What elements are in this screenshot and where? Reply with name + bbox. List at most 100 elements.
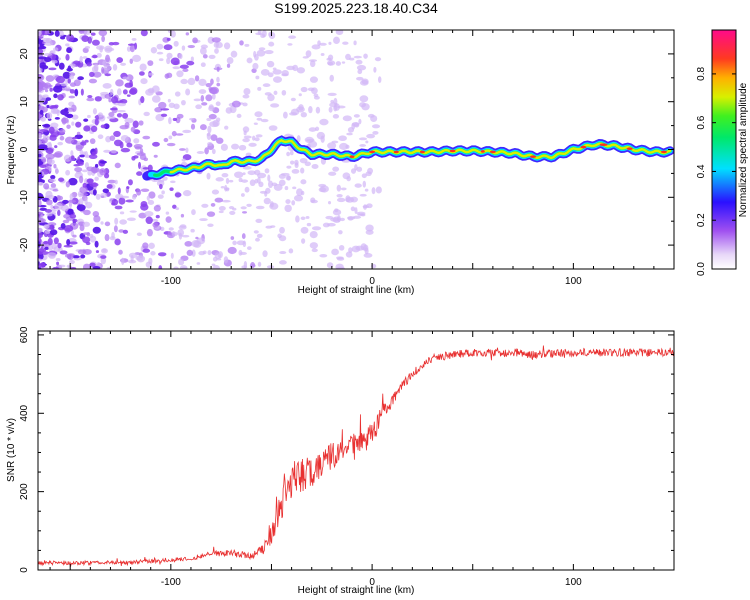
noise-blob (92, 226, 101, 234)
colorbar-ticks: 0.0 0.2 0.4 0.6 0.8 (696, 67, 736, 276)
colorbar-label: Normalized spectral amplitude (738, 82, 749, 217)
noise-blob (43, 53, 53, 56)
colorbar-tick-label: 0.4 (696, 164, 707, 178)
noise-blob (119, 98, 128, 104)
noise-blob (218, 206, 226, 211)
noise-blob (45, 97, 52, 101)
noise-blob (289, 112, 298, 116)
noise-blob (55, 258, 61, 262)
noise-blob (151, 85, 160, 93)
noise-blob (196, 237, 206, 245)
noise-blob (46, 199, 53, 206)
noise-blob (362, 180, 367, 188)
noise-blob (163, 44, 173, 51)
noise-blob (120, 147, 131, 153)
noise-blob (81, 35, 90, 42)
noise-blob (332, 166, 340, 172)
noise-blob (58, 62, 65, 70)
noise-blob (82, 263, 91, 269)
spectrogram-y-tick-label: -20 (19, 237, 30, 252)
noise-blob (48, 126, 55, 134)
noise-blob (247, 246, 252, 251)
noise-blob (308, 127, 317, 132)
noise-blob (254, 137, 260, 142)
noise-blob (95, 250, 100, 254)
noise-blob (255, 218, 263, 223)
noise-blob (351, 245, 361, 253)
noise-blob (66, 34, 75, 42)
noise-blob (168, 117, 172, 125)
noise-blob (66, 113, 74, 119)
noise-blob (296, 135, 301, 143)
ridge-peak (480, 150, 485, 153)
noise-blob (104, 221, 111, 227)
noise-blob (207, 141, 213, 147)
noise-blob (291, 168, 300, 174)
noise-blob (153, 205, 161, 212)
noise-blob (253, 230, 259, 234)
noise-blob (179, 148, 186, 151)
noise-blob (114, 205, 123, 210)
noise-blob (138, 71, 145, 76)
noise-blob (45, 75, 55, 82)
noise-blob (142, 135, 151, 140)
noise-blob (110, 149, 117, 154)
noise-blob (211, 93, 216, 100)
noise-blob (80, 254, 86, 259)
noise-blob (86, 178, 94, 184)
noise-blob (239, 40, 244, 46)
colorbar-tick-label: 0.2 (696, 213, 707, 227)
noise-blob (356, 64, 367, 71)
noise-blob (300, 86, 308, 93)
noise-blob (295, 215, 300, 223)
noise-blob (309, 230, 318, 239)
noise-blob (114, 179, 118, 185)
noise-blob (239, 251, 247, 255)
noise-blob (204, 147, 209, 155)
noise-blob (132, 120, 139, 129)
noise-blob (158, 58, 164, 62)
noise-blob (205, 94, 213, 102)
noise-blob (178, 258, 185, 266)
noise-blob (140, 203, 149, 211)
noise-blob (119, 211, 125, 215)
noise-blob (66, 47, 73, 54)
noise-blob (287, 43, 293, 46)
noise-blob (116, 88, 122, 96)
noise-blob (255, 205, 265, 210)
noise-blob (190, 56, 194, 62)
noise-blob (94, 118, 99, 126)
noise-blob (94, 240, 99, 248)
noise-blob (174, 192, 182, 198)
noise-blob (261, 30, 267, 38)
noise-blob (106, 184, 113, 189)
noise-blob (288, 248, 294, 254)
noise-blob (215, 41, 219, 48)
noise-blob (102, 83, 112, 89)
noise-blob (264, 92, 272, 96)
noise-blob (254, 53, 259, 61)
noise-blob (65, 54, 70, 61)
noise-blob (72, 255, 80, 259)
noise-blob (336, 197, 346, 203)
noise-blob (231, 100, 241, 108)
noise-blob (104, 93, 112, 99)
noise-blob (300, 112, 307, 118)
noise-blob (244, 43, 250, 47)
noise-blob (170, 252, 174, 259)
noise-blob (224, 184, 228, 192)
noise-blob (92, 108, 98, 115)
noise-blob (307, 87, 315, 92)
noise-blob (38, 217, 46, 224)
noise-blob (251, 135, 256, 141)
noise-blob (228, 206, 235, 210)
noise-blob (166, 37, 171, 41)
noise-blob (242, 172, 246, 176)
noise-blob (108, 41, 115, 46)
noise-blob (284, 204, 292, 213)
noise-blob (147, 164, 153, 172)
noise-blob (240, 193, 245, 197)
noise-blob (238, 177, 243, 183)
noise-blob (60, 223, 66, 229)
noise-blob (111, 96, 119, 104)
